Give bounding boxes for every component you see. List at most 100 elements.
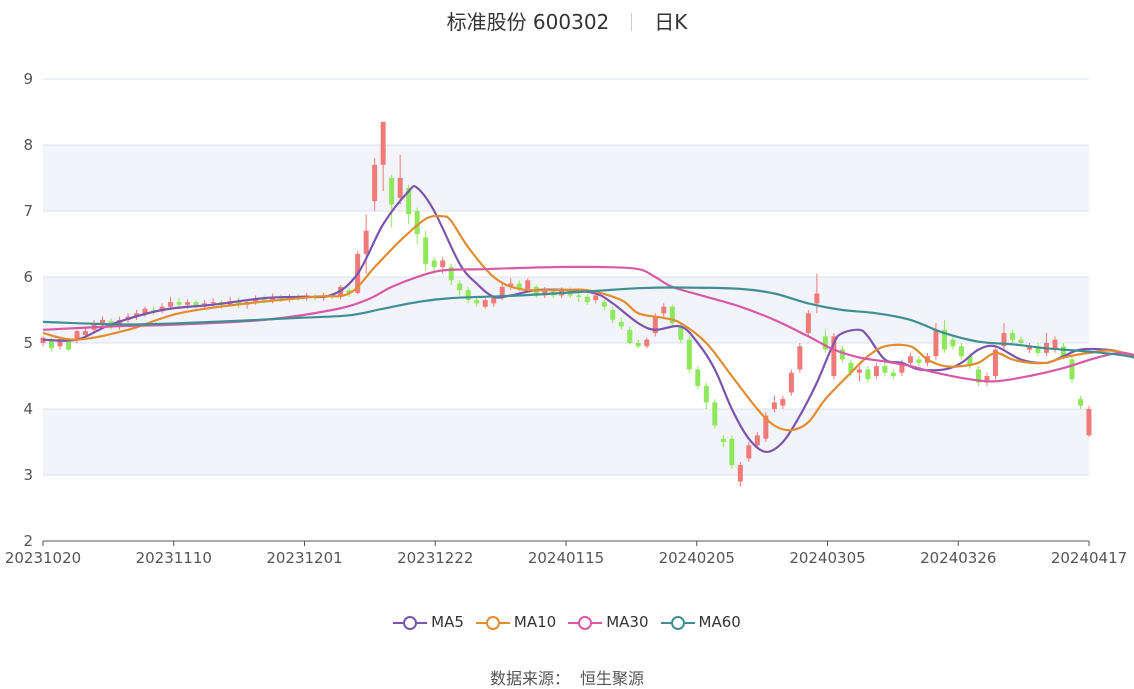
legend-item-ma10[interactable]: MA10 [475,613,557,631]
candle-body [423,237,429,264]
source-label: 数据来源： [489,669,570,688]
y-tick-label: 4 [23,400,33,418]
candle-body [593,295,599,301]
candle-body [899,362,905,373]
candle-body [814,293,820,304]
title-separator [631,13,633,31]
grid-band [43,145,1089,211]
candle-body [839,349,845,360]
candle-body [142,308,148,314]
candle-body [686,339,692,370]
x-tick-label: 20240417 [1051,549,1127,567]
candle-body [1026,346,1032,350]
candle-body [1018,339,1024,343]
candle-body [771,402,777,409]
candle-body [49,339,55,349]
candle-body [66,341,72,350]
grid-band [43,277,1089,343]
candle-body [1060,346,1066,357]
x-tick-label: 20231222 [397,549,473,567]
candle-body [712,402,718,426]
candle-body [661,306,667,314]
legend-marker-icon [568,616,603,630]
candle-body [584,296,590,303]
candle-body [635,343,641,347]
candle-body [788,372,794,393]
candlestick-chart: 2 3 4 5 6 7 8 9 20231020 20231110 20231201 20231222… [5,70,1134,567]
legend-item-ma60[interactable]: MA60 [660,613,741,631]
candle-body [941,329,947,350]
candle-body [797,346,803,370]
legend-marker-icon [393,616,428,630]
candle-body [346,290,352,293]
candle-body [100,319,106,325]
candle-body [916,359,922,363]
legend-item-ma30[interactable]: MA30 [568,613,649,631]
legend-item-ma5[interactable]: MA5 [393,613,464,631]
ma-line-ma60 [42,286,1134,359]
data-source: 数据来源： 恒生聚源 [0,665,1134,689]
candle-body [448,267,454,281]
candle-body [380,121,386,165]
candle-body [499,286,505,297]
candle-body [848,362,854,373]
grid-band [43,409,1089,475]
candle-body [542,290,548,296]
source-value: 恒生聚源 [580,669,645,688]
ma-line-ma30 [42,265,1134,383]
candle-body [644,339,650,347]
candle-body [134,313,140,317]
candle-body [1001,333,1007,347]
candle-body [372,164,378,202]
candle-body [210,302,216,304]
candle-body [176,302,182,305]
y-tick-label: 3 [23,466,33,484]
candle-body [678,326,684,340]
candle-body [652,316,658,334]
y-tick-label: 7 [23,202,33,220]
candle-body [822,336,828,350]
candle-body [576,295,582,297]
candle-body [729,438,735,466]
candle-body [831,336,837,376]
candle-body [856,369,862,373]
candle-body [406,187,412,215]
candle-body [958,346,964,357]
candle-body [610,310,616,320]
candle-body [185,302,191,305]
candle-body [618,321,624,327]
period-label: 日K [654,10,688,34]
candle-body [482,300,488,307]
y-tick-label: 6 [23,268,33,286]
candle-body [474,300,480,304]
candle-body [1035,346,1041,353]
y-tick-label: 9 [23,70,33,88]
candle-body [865,369,871,380]
candle-body [83,331,89,336]
candle-body [261,298,267,301]
candle-body [746,445,752,459]
candle-body [1052,339,1058,350]
candle-body [1009,333,1015,340]
legend-label: MA10 [513,613,557,631]
legend-label: MA60 [698,613,741,631]
legend: MA5 MA10 MA30 MA60 [0,613,1134,631]
candle-body [805,313,811,334]
x-tick-label: 20231110 [136,549,212,567]
chart-title: 标准股份 600302 日K [0,6,1134,35]
candle-body [1086,409,1092,436]
legend-marker-icon [475,616,510,630]
candle-body [1077,399,1083,406]
candle-body [389,178,395,205]
candle-body [669,306,675,324]
candle-body [57,339,63,347]
candle-body [270,296,276,301]
y-tick-label: 2 [23,532,33,550]
x-tick-label: 20240205 [659,549,735,567]
candle-body [525,280,531,289]
candle-body [601,302,607,307]
candle-body [431,260,437,268]
candle-body [440,260,446,268]
candle-body [117,319,123,327]
candle-body [457,283,463,291]
